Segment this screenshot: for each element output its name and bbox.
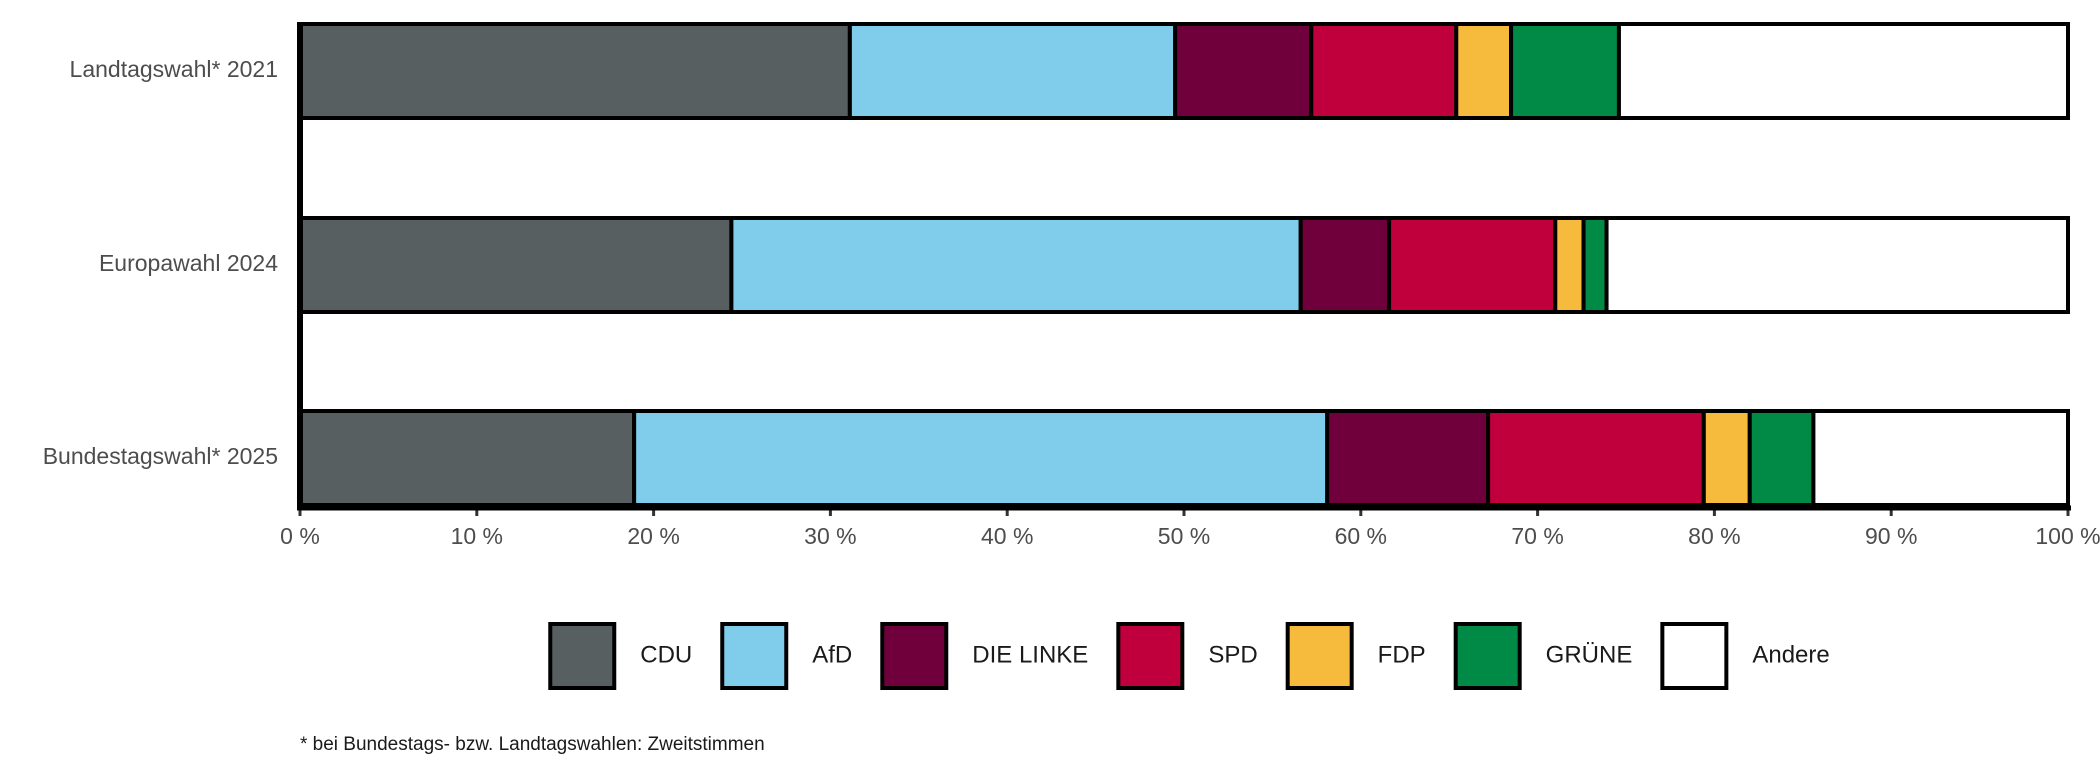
legend-label: AfD [812,641,852,668]
x-tick-label: 80 % [1688,523,1740,549]
bar-segment [1811,409,2070,507]
bar-segment [1509,22,1621,120]
x-tick-label: 100 % [2035,523,2100,549]
bar-segment [1701,409,1752,507]
bar-segment [1581,216,1609,314]
y-tick-label: Europawahl 2024 [99,250,278,276]
bar-segment [298,22,852,120]
legend-swatch [1660,622,1729,690]
bar-segment [298,409,637,507]
x-tick-label: 60 % [1335,523,1387,549]
bar-segment [729,216,1303,314]
legend-label: Andere [1752,641,1829,668]
x-tick-label: 30 % [804,523,856,549]
x-tick-label: 20 % [627,523,679,549]
bar-segment [1454,22,1514,120]
legend-label: GRÜNE [1546,641,1633,668]
legend-swatch [1453,622,1522,690]
footnote: * bei Bundestags- bzw. Landtagswahlen: Z… [300,734,765,755]
bar-segment [298,216,734,314]
bar-segment [1173,22,1314,120]
bar-segment [1616,22,2070,120]
x-tick-label: 0 % [280,523,320,549]
y-tick-label: Landtagswahl* 2021 [70,56,278,82]
bar-segment [1747,409,1816,507]
bar-segment [1604,216,2070,314]
bar-segment [1309,22,1459,120]
bar-segment [1325,409,1491,507]
legend-swatch [1116,622,1185,690]
bar-segment [1387,216,1558,314]
legend-label: DIE LINKE [972,641,1088,668]
x-tick-label: 90 % [1865,523,1917,549]
legend-swatch [880,622,949,690]
bar-segment [632,409,1330,507]
x-tick-label: 40 % [981,523,1033,549]
legend-label: FDP [1378,641,1426,668]
bar-segment [1486,409,1706,507]
x-tick-label: 70 % [1511,523,1563,549]
y-tick-label: Bundestagswahl* 2025 [43,443,278,469]
legend-swatch [1285,622,1354,690]
x-tick-label: 10 % [451,523,503,549]
x-tick-label: 50 % [1158,523,1210,549]
bar-segment [1553,216,1586,314]
bar-segment [847,22,1178,120]
legend-swatch [720,622,789,690]
legend-swatch [548,622,617,690]
legend-label: SPD [1208,641,1257,668]
legend-label: CDU [640,641,692,668]
bar-segment [1298,216,1392,314]
